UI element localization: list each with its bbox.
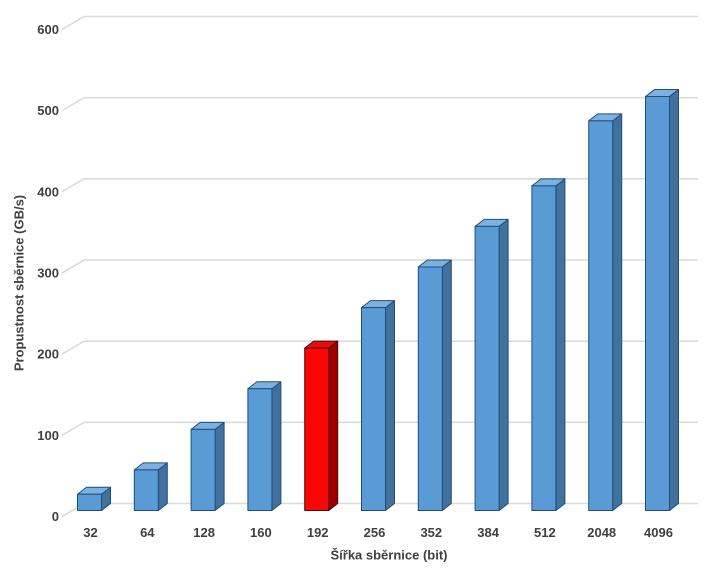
y-tick-label: 400 [37,184,59,199]
x-tick-label: 512 [534,525,556,540]
y-tick-label: 0 [52,509,59,524]
x-axis-tick-labels: 32 64 128 160 192 256 352 384 512 2048 4096 [83,525,673,540]
bar-384 [474,218,509,512]
y-axis-tick-labels: 0 100 200 300 400 500 600 [37,22,59,524]
x-tick-label: 128 [193,525,215,540]
y-tick-label: 500 [37,103,59,118]
x-tick-label: 2048 [587,525,616,540]
y-axis-title: Propustnost sběrnice (GB/s) [11,194,27,372]
x-tick-label: 352 [420,525,442,540]
bar-32 [77,486,111,511]
bar-160 [247,381,282,511]
x-tick-label: 32 [83,525,97,540]
bar-4096 [645,89,679,512]
bar-64 [133,462,168,511]
y-tick-label: 300 [37,266,59,281]
bar-256 [361,300,395,512]
gridline-600 [61,15,698,31]
x-axis-title: Šířka sběrnice (bit) [330,547,448,563]
bar-192-highlighted [304,340,339,511]
x-tick-label: 4096 [644,525,673,540]
bar-512 [531,178,566,511]
gridline-500 [61,96,698,112]
x-tick-label: 192 [307,525,329,540]
y-tick-label: 200 [37,347,59,362]
bar-352 [417,259,452,511]
bar-128 [190,421,225,512]
x-tick-label: 160 [250,525,272,540]
bar-series [77,89,679,512]
y-tick-label: 600 [37,22,59,37]
x-tick-label: 256 [364,525,386,540]
x-tick-label: 64 [140,525,155,540]
y-tick-label: 100 [37,428,59,443]
bar-2048 [588,113,623,512]
x-tick-label: 384 [477,525,499,540]
